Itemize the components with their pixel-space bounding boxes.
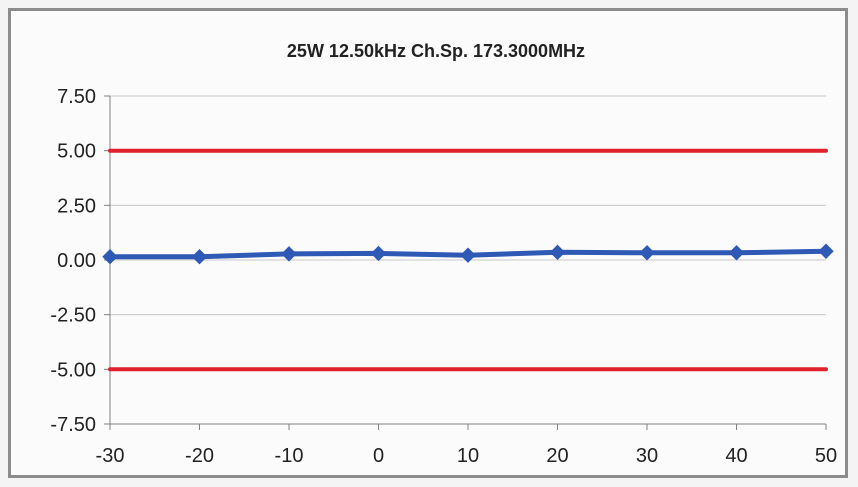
data-point-marker: [102, 249, 118, 265]
data-point-marker: [191, 249, 208, 265]
x-tick-label: 0: [373, 445, 384, 467]
data-point-marker: [549, 244, 566, 261]
y-tick-label: 5.00: [57, 141, 96, 163]
x-tick-label: -10: [275, 445, 304, 467]
x-tick-label: 40: [725, 445, 747, 467]
series-layer: [102, 148, 834, 372]
x-tick-label: 30: [636, 445, 658, 467]
tick-labels: 7.50 5.00 2.50 0.00 -2.50 -5.00 -7.50-30 -20 -10…: [50, 86, 837, 467]
y-tick-label: -2.50: [50, 305, 96, 327]
axes: [104, 95, 827, 430]
x-tick-label: 10: [457, 445, 479, 467]
y-tick-label: 0.00: [57, 250, 96, 272]
chart-frame: 25W 12.50kHz Ch.Sp. 173.3000MHz 7.50 5.00…: [8, 8, 848, 478]
data-point-marker: [639, 245, 655, 261]
chart-title: 25W 12.50kHz Ch.Sp. 173.3000MHz: [287, 41, 585, 61]
x-tick-label: 50: [815, 445, 837, 467]
data-point-marker: [370, 245, 387, 262]
x-tick-label: 20: [546, 445, 568, 467]
data-point-marker: [818, 243, 834, 259]
data-point-marker: [728, 245, 745, 261]
data-point-marker: [281, 246, 297, 262]
line-chart: 25W 12.50kHz Ch.Sp. 173.3000MHz 7.50 5.00…: [50, 41, 837, 467]
data-point-marker: [460, 247, 476, 263]
x-tick-label: -20: [185, 445, 214, 467]
y-tick-label: -5.00: [50, 359, 96, 381]
y-tick-label: -7.50: [50, 414, 96, 436]
y-tick-label: 7.50: [57, 86, 96, 108]
y-tick-label: 2.50: [57, 195, 96, 217]
x-tick-label: -30: [96, 445, 125, 467]
